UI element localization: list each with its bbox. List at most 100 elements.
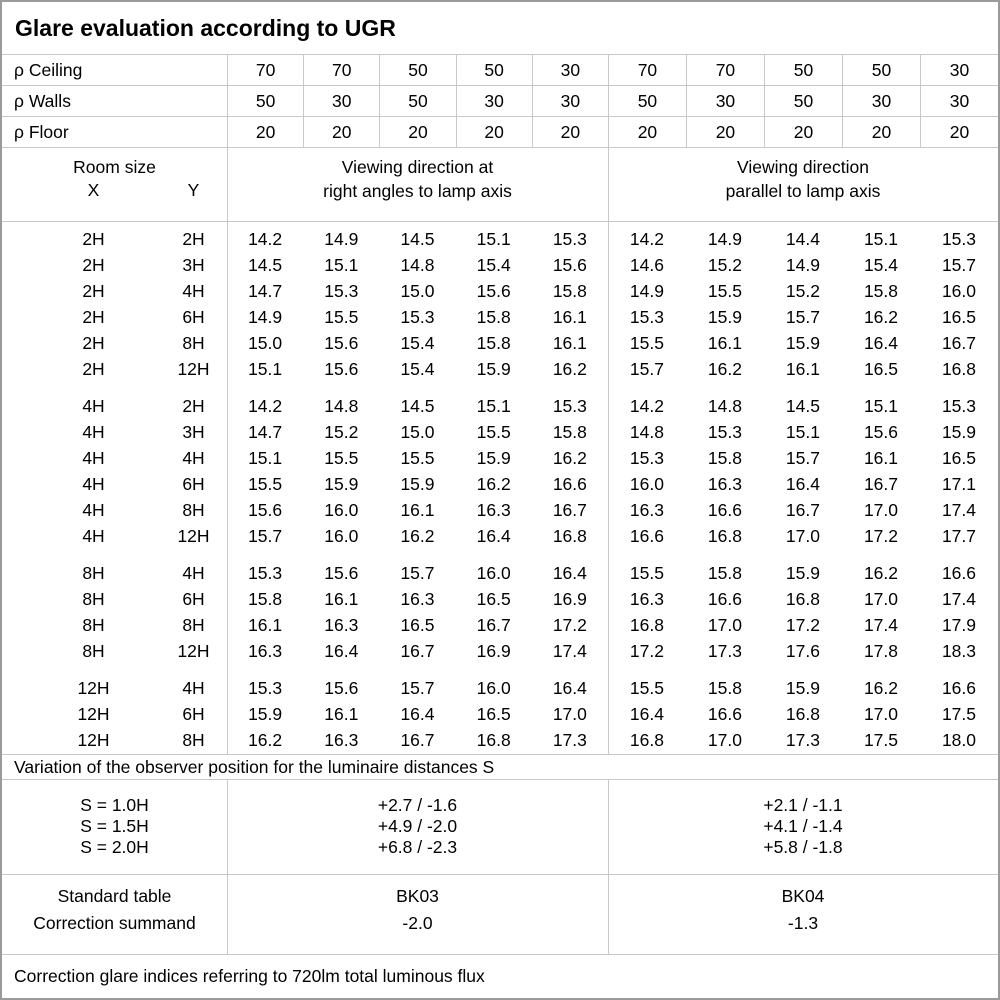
viewing-right-angles-line1: Viewing direction at [341, 157, 494, 177]
reflectance-row: ρ Ceiling 70 70 50 50 30 70 70 50 50 30 [2, 55, 998, 86]
reflectance-value: 30 [919, 55, 998, 85]
x-column-label: X [87, 180, 100, 200]
reflectance-value: 20 [303, 117, 379, 147]
ugr-value-right-angles: 15.6 [248, 499, 283, 520]
ugr-value-parallel: 17.9 [941, 614, 977, 635]
ugr-value-right-angles: 15.9 [324, 473, 359, 494]
ugr-value-parallel: 17.2 [785, 614, 820, 635]
reflectance-value: 30 [303, 86, 379, 116]
reflectance-value: 50 [379, 86, 455, 116]
ugr-value-right-angles: 15.5 [476, 421, 511, 442]
table-row: 4H 3H 14.7 15.2 15.0 15.5 15.8 14.8 15.3 15.1 15.6… [2, 419, 998, 445]
ugr-value-right-angles: 15.6 [476, 280, 511, 301]
ugr-value-parallel: 15.5 [629, 332, 664, 353]
table-row: 12H 8H 16.2 16.3 16.7 16.8 17.3 16.8 17.0 17.3 17.… [2, 727, 998, 753]
ugr-value-parallel: 16.8 [785, 588, 820, 609]
ugr-value-parallel: 16.0 [629, 473, 664, 494]
ugr-value-right-angles: 16.4 [552, 677, 587, 698]
room-size-y: 8H [182, 729, 205, 750]
ugr-value-parallel: 14.9 [629, 280, 664, 301]
room-size-x: 8H [82, 614, 105, 635]
room-size-y: 8H [182, 614, 205, 635]
room-size-x: 4H [82, 499, 105, 520]
ugr-value-right-angles: 16.1 [552, 332, 587, 353]
reflectance-value: 20 [841, 117, 920, 147]
s-distance-label: S = 1.0H [80, 795, 149, 815]
page-title: Glare evaluation according to UGR [2, 2, 998, 55]
ugr-value-right-angles: 16.5 [476, 588, 511, 609]
ugr-value-parallel: 15.9 [785, 332, 820, 353]
ugr-value-parallel: 15.8 [707, 562, 742, 583]
ugr-value-right-angles: 15.1 [248, 447, 283, 468]
viewing-right-angles-line2: right angles to lamp axis [323, 181, 512, 201]
ugr-value-parallel: 15.3 [941, 228, 977, 249]
correction-summand-parallel: -1.3 [787, 913, 819, 933]
ugr-value-right-angles: 14.2 [248, 228, 283, 249]
s-correction-parallel: +4.1 / -1.4 [763, 816, 843, 836]
ugr-value-parallel: 17.0 [785, 525, 820, 546]
room-size-x: 12H [77, 677, 110, 698]
reflectance-row-label: ρ Walls [14, 90, 71, 111]
ugr-value-parallel: 16.3 [629, 588, 664, 609]
ugr-value-parallel: 17.0 [707, 614, 742, 635]
reflectance-value: 30 [841, 86, 920, 116]
table-row: 8H 4H 15.3 15.6 15.7 16.0 16.4 15.5 15.8 15.9 16.2… [2, 560, 998, 586]
room-size-x: 4H [82, 525, 105, 546]
reflectance-value: 20 [455, 117, 532, 147]
reflectance-row-label: ρ Floor [14, 121, 69, 142]
ugr-value-right-angles: 15.3 [400, 306, 435, 327]
ugr-value-right-angles: 16.4 [476, 525, 511, 546]
room-size-y: 8H [182, 499, 205, 520]
room-size-x: 12H [77, 729, 110, 750]
ugr-value-right-angles: 14.9 [324, 228, 359, 249]
s-distance-label: S = 2.0H [80, 837, 149, 857]
ugr-value-parallel: 15.1 [863, 228, 898, 249]
ugr-value-right-angles: 15.3 [248, 677, 283, 698]
reflectance-value: 70 [685, 55, 764, 85]
ugr-value-parallel: 14.5 [785, 395, 820, 416]
ugr-value-parallel: 16.4 [629, 703, 664, 724]
ugr-value-parallel: 16.7 [863, 473, 898, 494]
table-row: 2H 12H 15.1 15.6 15.4 15.9 16.2 15.7 16.2 16.1 16.… [2, 356, 998, 382]
room-size-y: 6H [182, 306, 205, 327]
ugr-value-parallel: 18.3 [941, 640, 977, 661]
ugr-value-parallel: 15.8 [863, 280, 898, 301]
ugr-value-right-angles: 15.6 [324, 358, 359, 379]
ugr-value-right-angles: 16.1 [324, 703, 359, 724]
ugr-value-parallel: 14.2 [629, 228, 664, 249]
ugr-value-right-angles: 16.3 [324, 614, 359, 635]
ugr-value-parallel: 17.4 [941, 588, 977, 609]
ugr-value-parallel: 17.2 [629, 640, 664, 661]
ugr-value-right-angles: 15.6 [324, 677, 359, 698]
reflectance-value: 20 [379, 117, 455, 147]
ugr-value-right-angles: 16.5 [476, 703, 511, 724]
standard-right-angles-values: BK03 -2.0 [227, 883, 608, 954]
standard-table-block: Standard table Correction summand BK03 -… [2, 875, 998, 955]
reflectance-value: 70 [227, 55, 303, 85]
ugr-value-right-angles: 16.1 [400, 499, 435, 520]
ugr-value-right-angles: 14.5 [400, 228, 435, 249]
viewing-parallel-header: Viewing direction parallel to lamp axis [608, 148, 998, 221]
ugr-value-right-angles: 16.7 [400, 729, 435, 750]
ugr-value-parallel: 16.5 [941, 447, 977, 468]
ugr-value-parallel: 17.3 [707, 640, 742, 661]
ugr-value-parallel: 16.6 [629, 525, 664, 546]
ugr-value-right-angles: 15.7 [400, 562, 435, 583]
reflectance-value: 70 [303, 55, 379, 85]
reflectance-value: 50 [379, 55, 455, 85]
room-size-y: 8H [182, 332, 205, 353]
ugr-value-parallel: 17.4 [863, 614, 898, 635]
ugr-value-parallel: 15.7 [785, 447, 820, 468]
reflectance-row-label: ρ Ceiling [14, 59, 83, 80]
ugr-value-parallel: 18.0 [941, 729, 977, 750]
ugr-value-parallel: 15.1 [785, 421, 820, 442]
ugr-value-right-angles: 15.5 [324, 306, 359, 327]
reflectance-value: 20 [919, 117, 998, 147]
room-size-x: 8H [82, 562, 105, 583]
viewing-right-angles-header: Viewing direction at right angles to lam… [227, 148, 608, 221]
s-correction-right-angles: +4.9 / -2.0 [377, 816, 458, 836]
room-size-y: 6H [182, 473, 205, 494]
ugr-value-parallel: 15.3 [629, 306, 664, 327]
room-size-y: 12H [177, 640, 210, 661]
ugr-value-right-angles: 16.2 [476, 473, 511, 494]
